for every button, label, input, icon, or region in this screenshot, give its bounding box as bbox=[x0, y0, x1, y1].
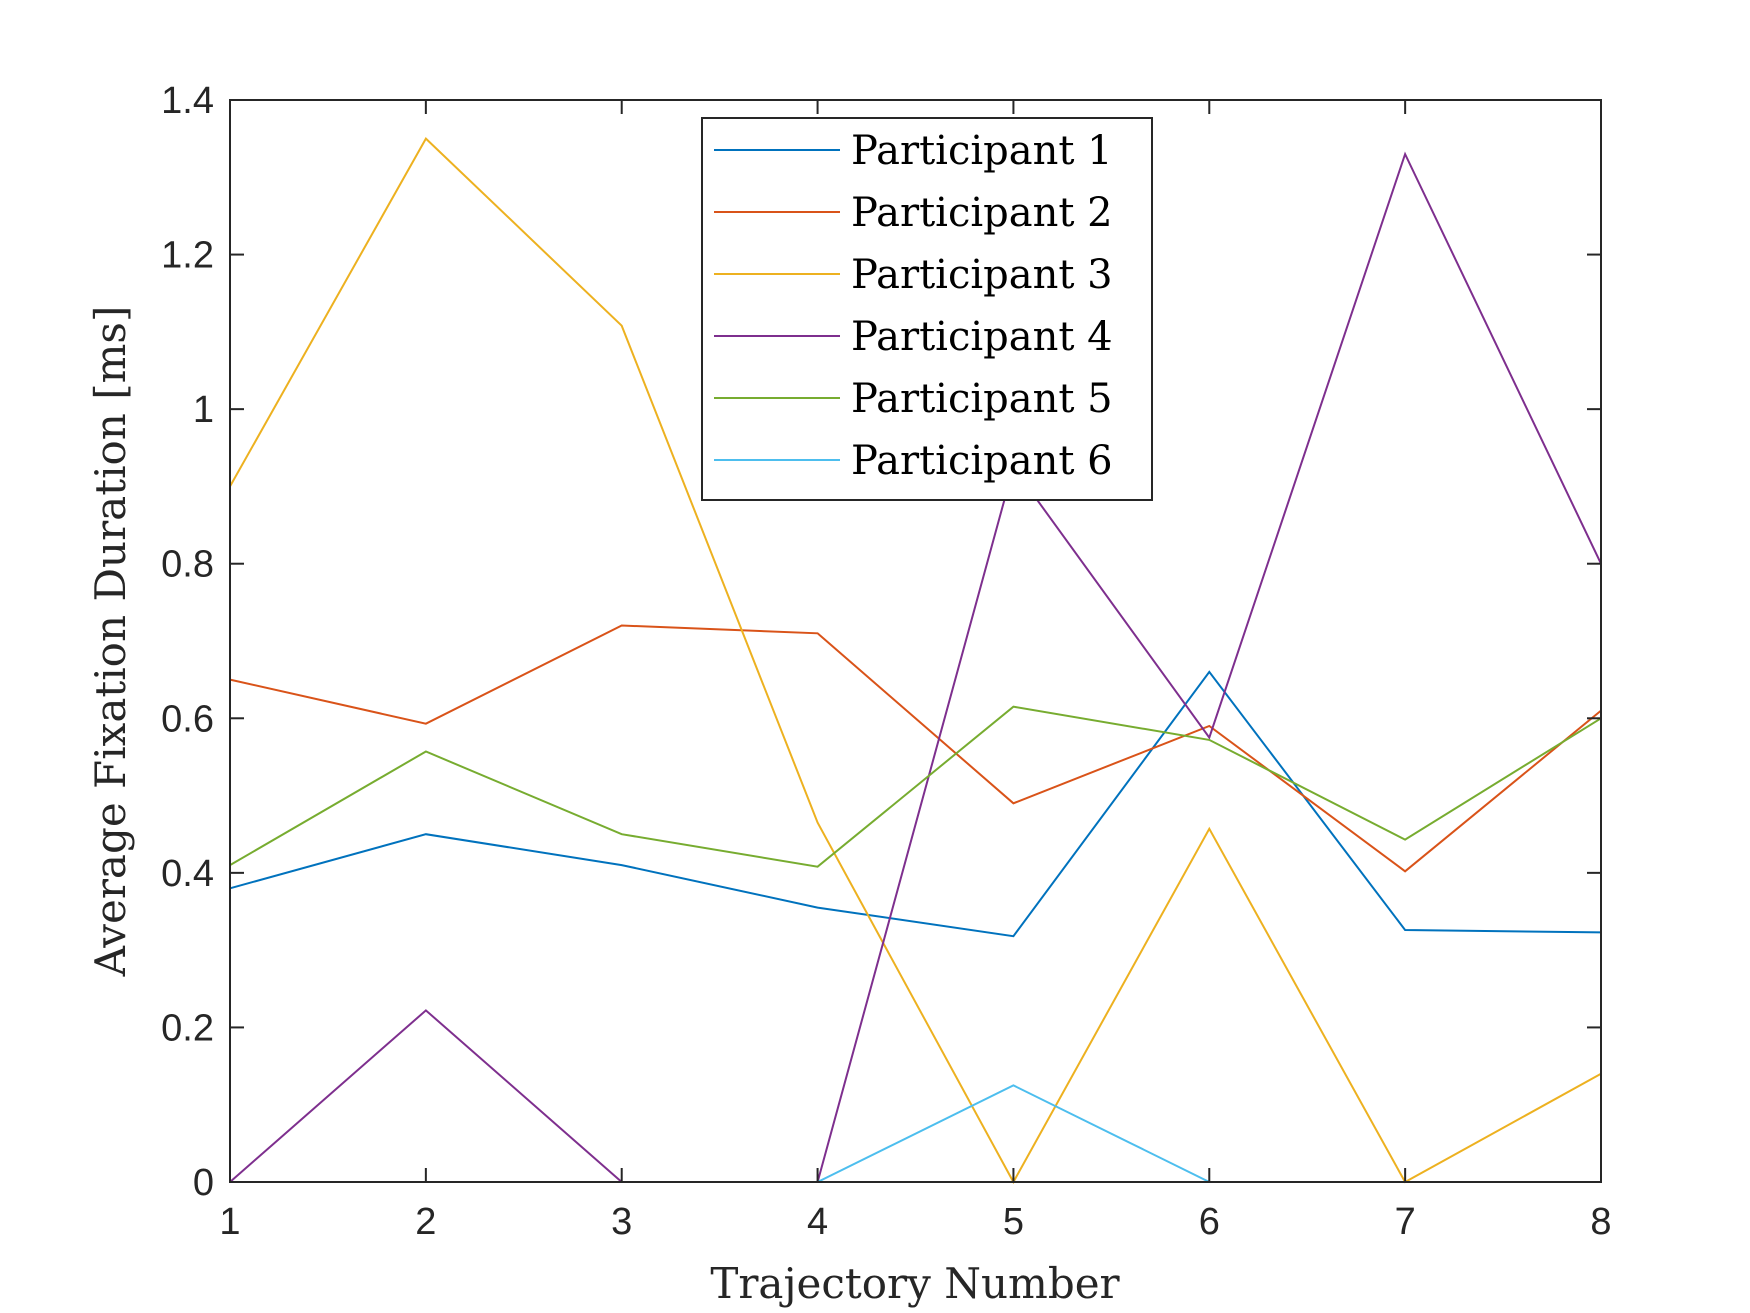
tick-layer bbox=[229, 99, 1602, 1183]
x-tick-label: 6 bbox=[1199, 1201, 1220, 1243]
legend-label-participant-5: Participant 5 bbox=[851, 376, 1113, 422]
series-line-participant-1 bbox=[229, 670, 1602, 938]
y-tick-label: 0.6 bbox=[161, 698, 214, 740]
legend-label-participant-2: Participant 2 bbox=[851, 190, 1113, 236]
x-tick-label: 8 bbox=[1590, 1201, 1611, 1243]
legend-label-participant-3: Participant 3 bbox=[851, 252, 1113, 298]
legend-label-participant-1: Participant 1 bbox=[851, 128, 1113, 174]
series-line-participant-2 bbox=[229, 624, 1602, 873]
x-tick-label: 1 bbox=[219, 1201, 240, 1243]
x-tick-label: 2 bbox=[415, 1201, 436, 1243]
y-tick-label: 0.2 bbox=[161, 1007, 214, 1049]
series-line-participant-4 bbox=[229, 151, 1602, 1183]
y-tick-label: 1 bbox=[193, 389, 214, 431]
x-tick-label: 4 bbox=[807, 1201, 828, 1243]
y-tick-label: 0.4 bbox=[161, 853, 214, 895]
legend-label-participant-4: Participant 4 bbox=[851, 314, 1113, 360]
legend-label-participant-6: Participant 6 bbox=[851, 438, 1113, 484]
series-line-participant-3 bbox=[229, 136, 1602, 1185]
y-tick-label: 1.2 bbox=[161, 235, 214, 277]
plot-box bbox=[229, 99, 1602, 1183]
x-axis-label: Trajectory Number bbox=[710, 1259, 1120, 1308]
x-tick-label: 5 bbox=[1003, 1201, 1024, 1243]
tick-label-layer: 1 2 3 4 5 6 7 8 0 0.2 0.4 0.6 0.8 1 1.2 1.4 bbox=[161, 80, 1611, 1243]
legend-box bbox=[701, 117, 1153, 501]
y-tick-label: 0 bbox=[193, 1162, 214, 1204]
x-tick-label: 3 bbox=[611, 1201, 632, 1243]
y-tick-label: 0.8 bbox=[161, 544, 214, 586]
legend: Participant 1 Participant 2 Participant 3 P… bbox=[701, 117, 1153, 501]
series-line-participant-5 bbox=[229, 705, 1602, 868]
y-tick-label: 1.4 bbox=[161, 80, 214, 122]
y-axis-label: Average Fixation Duration [ms] bbox=[86, 306, 135, 978]
x-tick-label: 7 bbox=[1395, 1201, 1416, 1243]
